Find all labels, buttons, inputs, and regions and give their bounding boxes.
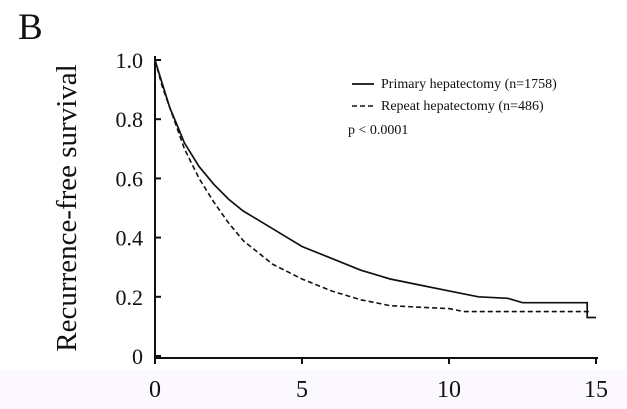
x-tick-label: 10	[437, 377, 461, 403]
y-axis-label: Recurrence-free survival	[51, 64, 83, 351]
series-layer	[154, 59, 596, 319]
panel-label: B	[18, 7, 43, 48]
legend-repeat-label: Repeat hepatectomy (n=486)	[381, 99, 544, 114]
y-tick-label: 0.6	[116, 166, 144, 191]
repeat-hepatectomy-line	[154, 59, 591, 313]
x-tick-label: 15	[584, 377, 608, 403]
legend-primary-label: Primary hepatectomy (n=1758)	[381, 77, 557, 92]
x-tick-label: 0	[149, 377, 161, 403]
p-value-annotation: p < 0.0001	[348, 123, 408, 138]
primary-hepatectomy-line	[154, 59, 596, 319]
y-tick-label: 0.2	[116, 285, 144, 310]
y-tick-label: 1.0	[116, 48, 144, 73]
y-tick-label: 0.4	[116, 226, 144, 251]
axes: 0 0.2 0.4 0.6 0.8 1.0 0 5 10 15	[116, 48, 609, 403]
footer-band	[0, 370, 627, 409]
x-tick-label: 5	[296, 377, 308, 403]
legend: Primary hepatectomy (n=1758) Repeat hepa…	[348, 77, 557, 138]
y-tick-label: 0.8	[116, 107, 144, 132]
y-tick-label: 0	[132, 344, 143, 369]
